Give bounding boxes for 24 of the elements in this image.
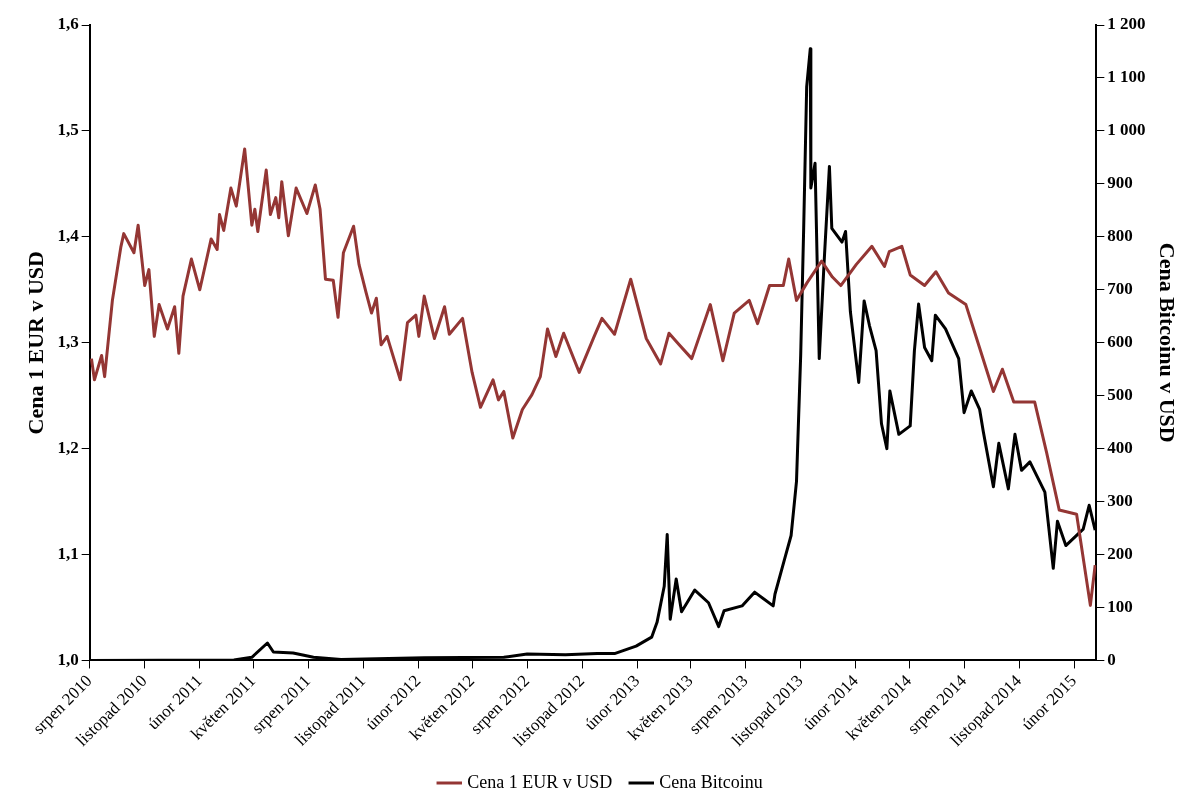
y-tick-label: 1,4 <box>57 226 80 246</box>
y2-tick-label: 800 <box>1107 226 1133 246</box>
y-axis-title: Cena 1 EUR v USD <box>22 251 48 435</box>
y2-tick-label: 100 <box>1107 596 1133 616</box>
legend-label: Cena Bitcoinu <box>659 771 763 792</box>
y-tick-label: 1,5 <box>57 120 79 140</box>
y2-tick-label: 700 <box>1107 279 1133 299</box>
y2-tick-label: 200 <box>1107 543 1133 563</box>
y2-tick-label: 1 000 <box>1107 120 1146 140</box>
y2-tick-label: 1 200 <box>1107 14 1146 34</box>
y2-tick-label: 400 <box>1107 438 1133 458</box>
y2-tick-label: 300 <box>1107 490 1133 510</box>
y2-tick-label: 1 100 <box>1107 67 1146 87</box>
y2-tick-label: 600 <box>1107 332 1133 352</box>
y2-axis-title: Cena Bitcoinu v USD <box>1155 242 1181 443</box>
y-tick-label: 1,3 <box>57 332 79 352</box>
y2-tick-label: 900 <box>1107 173 1133 193</box>
y-tick-label: 1,6 <box>57 14 79 34</box>
y2-tick-label: 500 <box>1107 385 1133 405</box>
legend-label: Cena 1 EUR v USD <box>467 771 613 792</box>
y-tick-label: 1,0 <box>57 649 79 669</box>
y-tick-label: 1,1 <box>57 543 79 563</box>
y-tick-label: 1,2 <box>57 438 79 458</box>
y2-tick-label: 0 <box>1107 649 1116 669</box>
